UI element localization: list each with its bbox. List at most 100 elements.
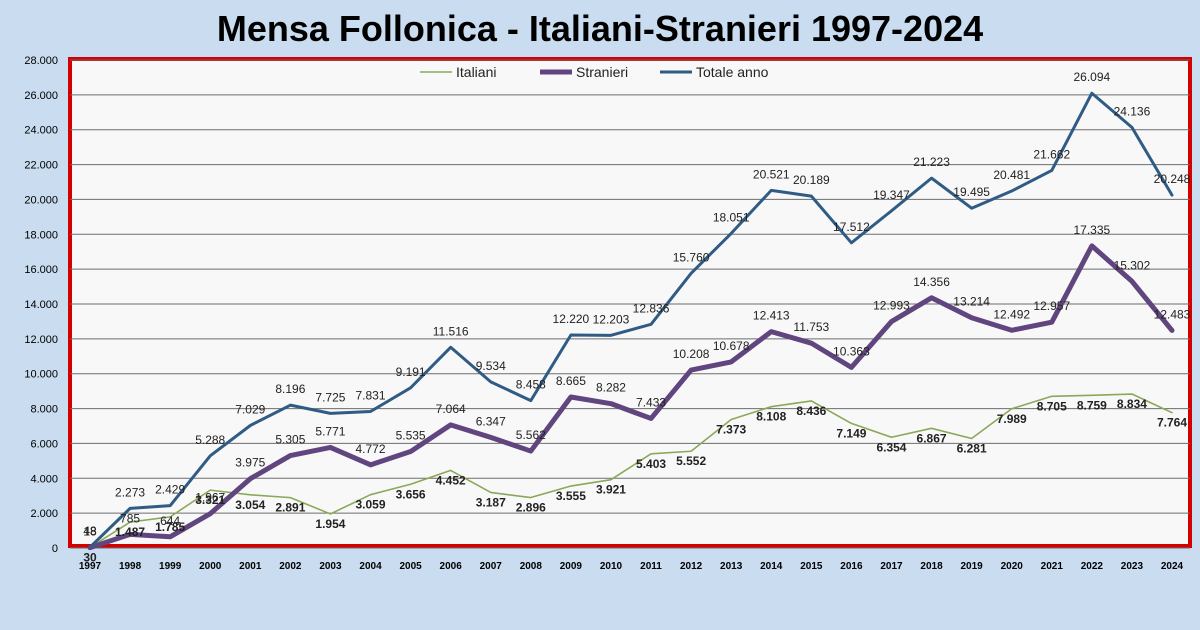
x-tick-label: 2018: [920, 561, 943, 572]
data-label-totale: 9.191: [396, 365, 426, 379]
data-label-stranieri: 7.064: [436, 402, 466, 416]
data-label-italiani: 1.785: [155, 520, 185, 534]
x-tick-label: 2004: [359, 561, 382, 572]
data-label-stranieri: 7.433: [636, 395, 666, 409]
data-label-stranieri: 11.753: [793, 320, 829, 334]
data-label-stranieri: 5.771: [315, 424, 345, 438]
x-tick-label: 2014: [760, 561, 783, 572]
data-label-totale: 12.836: [633, 301, 670, 315]
x-tick-label: 1998: [119, 561, 142, 572]
data-label-italiani: 7.989: [997, 412, 1027, 426]
data-label-totale: 21.223: [913, 155, 950, 169]
data-label-totale: 24.136: [1114, 104, 1151, 118]
data-label-stranieri: 4.772: [356, 442, 386, 456]
y-tick-label: 12.000: [24, 334, 58, 346]
y-tick-label: 24.000: [24, 125, 58, 137]
plot-frame: [68, 57, 1192, 548]
data-label-italiani: 8.108: [756, 410, 786, 424]
data-label-totale: 15.760: [673, 250, 710, 264]
data-label-stranieri: 10.678: [713, 339, 750, 353]
data-label-italiani: 2.891: [275, 501, 305, 515]
data-label-totale: 12.203: [593, 312, 630, 326]
data-label-stranieri: 14.356: [913, 275, 950, 289]
x-tick-label: 2002: [279, 561, 302, 572]
data-label-italiani: 30: [83, 550, 97, 564]
data-label-italiani: 5.552: [676, 454, 706, 468]
data-label-totale: 7.831: [356, 389, 386, 403]
y-tick-label: 6.000: [30, 438, 58, 450]
data-label-totale: 8.458: [516, 378, 546, 392]
data-label-stranieri: 644: [160, 514, 180, 528]
data-label-totale: 18.051: [713, 210, 750, 224]
data-label-stranieri: 5.562: [516, 428, 546, 442]
data-label-stranieri: 12.993: [873, 299, 910, 313]
data-label-stranieri: 12.413: [753, 309, 790, 323]
x-tick-label: 2008: [520, 561, 543, 572]
data-label-totale: 26.094: [1074, 70, 1111, 84]
x-tick-label: 2022: [1081, 561, 1104, 572]
data-label-totale: 11.516: [433, 324, 469, 338]
data-label-totale: 2.429: [155, 483, 185, 497]
data-label-stranieri: 10.363: [833, 344, 870, 358]
data-label-italiani: 8.834: [1117, 397, 1147, 411]
data-label-italiani: 3.321: [195, 493, 225, 507]
legend-label-totale: Totale anno: [696, 64, 769, 80]
data-label-totale: 2.273: [115, 485, 145, 499]
x-tick-label: 2016: [840, 561, 863, 572]
data-label-totale: 48: [83, 524, 97, 538]
y-tick-label: 10.000: [24, 369, 58, 381]
x-tick-label: 1997: [79, 561, 102, 572]
data-label-italiani: 3.187: [476, 495, 506, 509]
x-tick-label: 2023: [1121, 561, 1144, 572]
data-label-italiani: 3.656: [396, 487, 426, 501]
x-tick-label: 2020: [1001, 561, 1024, 572]
y-tick-label: 8.000: [30, 404, 58, 416]
x-tick-label: 2024: [1161, 561, 1184, 572]
y-tick-label: 2.000: [30, 508, 58, 520]
data-label-stranieri: 12.483: [1154, 307, 1191, 321]
data-label-italiani: 8.436: [796, 404, 826, 418]
x-tick-label: 2017: [880, 561, 903, 572]
legend-label-stranieri: Stranieri: [576, 64, 628, 80]
data-label-stranieri: 8.665: [556, 374, 586, 388]
legend-label-italiani: Italiani: [456, 64, 496, 80]
data-label-italiani: 5.403: [636, 457, 666, 471]
data-label-totale: 20.248: [1154, 172, 1191, 186]
data-label-stranieri: 13.214: [953, 295, 990, 309]
y-tick-label: 26.000: [24, 90, 58, 102]
data-label-italiani: 3.555: [556, 489, 586, 503]
y-tick-label: 0: [52, 543, 58, 555]
data-label-totale: 8.196: [275, 382, 305, 396]
data-label-stranieri: 8.282: [596, 381, 626, 395]
data-label-italiani: 1.954: [315, 517, 345, 531]
y-tick-label: 16.000: [24, 264, 58, 276]
data-label-italiani: 6.867: [917, 431, 947, 445]
x-tick-label: 2012: [680, 561, 703, 572]
x-tick-label: 1999: [159, 561, 182, 572]
data-label-stranieri: 12.492: [993, 307, 1030, 321]
data-label-stranieri: 1.967: [195, 491, 225, 505]
data-label-italiani: 3.054: [235, 498, 265, 512]
data-label-totale: 21.662: [1033, 147, 1070, 161]
y-tick-label: 4.000: [30, 473, 58, 485]
data-label-totale: 20.481: [993, 168, 1030, 182]
data-label-italiani: 7.764: [1157, 416, 1187, 430]
x-tick-label: 2003: [319, 561, 342, 572]
data-label-italiani: 4.452: [436, 473, 466, 487]
data-label-totale: 12.220: [553, 312, 590, 326]
x-tick-label: 2011: [640, 561, 662, 572]
data-label-italiani: 7.149: [836, 426, 866, 440]
data-label-italiani: 1.487: [115, 525, 145, 539]
data-label-totale: 7.725: [315, 390, 345, 404]
data-label-italiani: 7.373: [716, 422, 746, 436]
x-tick-label: 2000: [199, 561, 222, 572]
data-label-stranieri: 5.535: [396, 429, 426, 443]
data-label-italiani: 2.896: [516, 501, 546, 515]
data-label-totale: 9.534: [476, 359, 506, 373]
x-tick-label: 2021: [1041, 561, 1064, 572]
data-label-italiani: 3.921: [596, 483, 626, 497]
x-tick-label: 2019: [961, 561, 984, 572]
x-tick-label: 2013: [720, 561, 743, 572]
y-tick-label: 14.000: [24, 299, 58, 311]
